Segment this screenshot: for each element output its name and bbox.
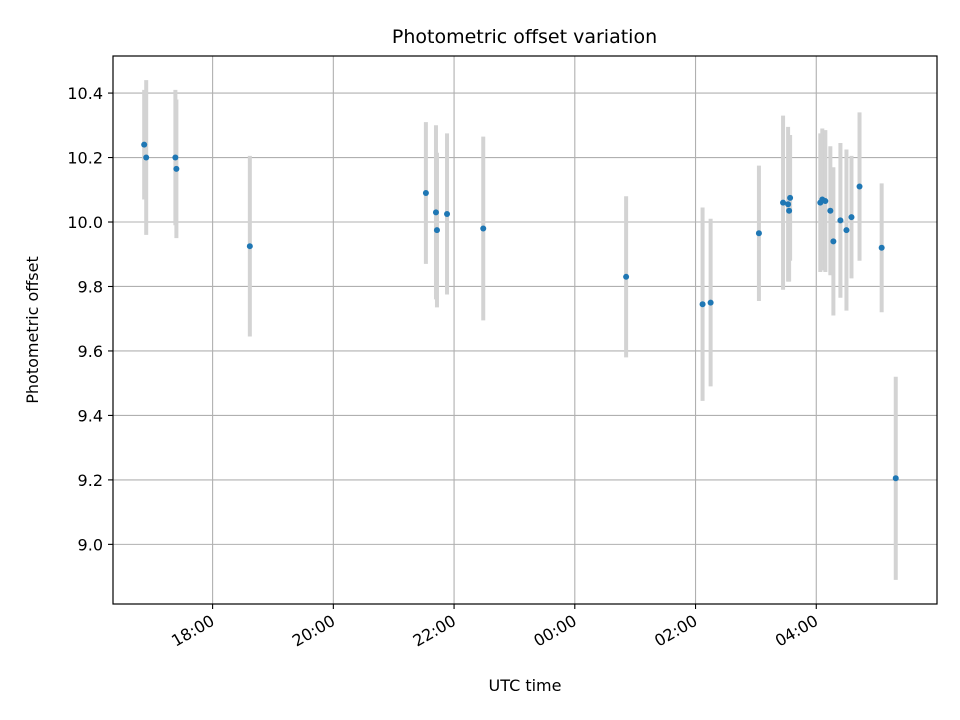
grid-lines — [113, 56, 937, 604]
data-point — [786, 207, 793, 214]
y-tick-label: 9.2 — [78, 471, 103, 490]
chart-title: Photometric offset variation — [392, 26, 657, 48]
data-points — [141, 141, 899, 482]
y-tick-label: 10.4 — [67, 84, 103, 103]
y-axis-label: Photometric offset — [23, 256, 42, 404]
data-point — [843, 227, 850, 234]
plot-area-frame — [112, 55, 938, 605]
data-point — [830, 238, 837, 245]
data-point — [822, 198, 829, 205]
data-point — [787, 194, 794, 201]
data-point — [444, 210, 451, 217]
y-tick-label: 9.0 — [78, 535, 103, 554]
data-point — [480, 225, 487, 232]
data-point — [837, 217, 844, 224]
data-point — [143, 154, 150, 161]
y-tick-label: 10.0 — [67, 213, 103, 232]
y-tick-label: 9.4 — [78, 406, 103, 425]
data-point — [173, 165, 180, 172]
data-point — [623, 273, 630, 280]
data-point — [433, 227, 440, 234]
data-point — [707, 299, 714, 306]
data-point — [141, 141, 148, 148]
data-point — [785, 201, 792, 208]
data-point — [246, 243, 253, 250]
y-tick-label: 10.2 — [67, 149, 103, 168]
data-point — [422, 190, 429, 196]
data-point — [827, 207, 834, 214]
y-tick-label: 9.8 — [78, 277, 103, 296]
data-point — [780, 199, 787, 206]
data-point — [699, 301, 706, 308]
data-point — [172, 154, 179, 161]
data-point — [848, 214, 855, 221]
data-point — [432, 209, 439, 216]
data-point — [755, 230, 762, 237]
data-point — [878, 244, 885, 251]
data-point — [856, 183, 863, 190]
data-point — [892, 475, 899, 482]
x-axis-label: UTC time — [489, 676, 562, 695]
y-tick-label: 9.6 — [78, 342, 103, 361]
